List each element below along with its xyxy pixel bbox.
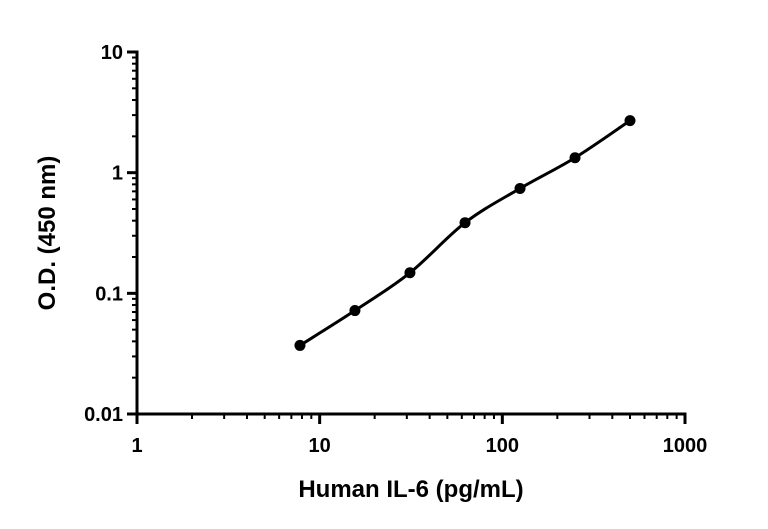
y-tick-label: 0.01 bbox=[84, 404, 123, 426]
data-point bbox=[349, 305, 361, 317]
data-point bbox=[294, 339, 306, 351]
data-point bbox=[404, 267, 416, 279]
y-tick-label: 0.1 bbox=[95, 283, 123, 305]
fit-curve-path bbox=[299, 119, 631, 347]
x-tick-label: 1000 bbox=[663, 435, 708, 457]
x-tick-label: 1 bbox=[131, 435, 142, 457]
ticks: 1 10 100 1000 0.01 0.1 1 10 bbox=[84, 42, 707, 457]
y-axis-title: O.D. (450 nm) bbox=[34, 156, 61, 311]
x-tick-label: 100 bbox=[486, 435, 519, 457]
fit-curve bbox=[299, 119, 631, 347]
data-point bbox=[569, 152, 581, 164]
axes bbox=[135, 50, 687, 416]
y-tick-label: 1 bbox=[112, 163, 123, 185]
data-point bbox=[459, 217, 471, 229]
x-axis-title: Human IL-6 (pg/mL) bbox=[298, 476, 523, 503]
data-point bbox=[624, 115, 636, 127]
y-tick-label: 10 bbox=[101, 42, 123, 64]
x-tick-label: 10 bbox=[309, 435, 331, 457]
data-points bbox=[294, 115, 636, 351]
data-point bbox=[514, 182, 526, 194]
